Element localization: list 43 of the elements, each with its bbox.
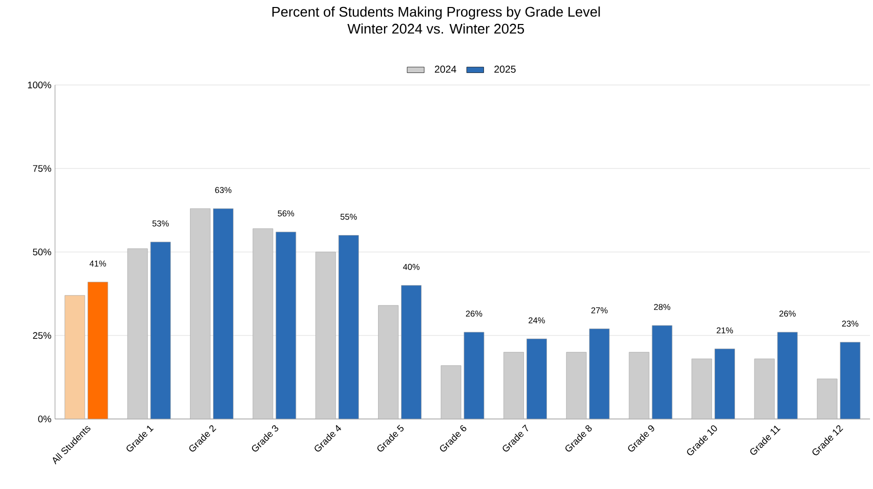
bar (338, 235, 359, 420)
data-label: 41% (90, 260, 106, 267)
bar (88, 282, 108, 420)
bar (64, 295, 86, 420)
y-tick-label: 0% (38, 416, 52, 422)
y-tick-label: 100% (28, 82, 52, 88)
data-label: 26% (466, 310, 482, 317)
bar (652, 325, 672, 420)
y-tick-label: 75% (33, 165, 52, 172)
bar (692, 358, 712, 420)
bar (401, 285, 422, 420)
data-label: 26% (779, 310, 796, 317)
data-label: 24% (528, 317, 545, 324)
data-label: 55% (340, 214, 357, 220)
legend-label: 2025 (494, 66, 516, 73)
bar (777, 332, 798, 420)
data-label: 56% (278, 210, 294, 216)
bar (504, 352, 524, 420)
bar (816, 378, 838, 420)
bar (464, 332, 484, 420)
data-label: 40% (403, 264, 420, 270)
bar (754, 358, 775, 420)
bar (150, 242, 171, 420)
y-tick-label: 50% (32, 248, 52, 256)
bar (276, 232, 296, 420)
chart-subtitle: Winter 2024 vs. Winter 2025 (347, 23, 524, 34)
chart-title: Percent of Students Making Progress by Grade Level (272, 6, 600, 20)
bar (840, 342, 860, 420)
data-label: 28% (654, 304, 670, 310)
data-label: 23% (842, 320, 858, 327)
data-label: 53% (152, 220, 169, 226)
bar (440, 365, 462, 420)
y-tick-label: 25% (33, 332, 52, 339)
bar (714, 348, 735, 420)
data-label: 63% (215, 187, 232, 194)
bar (628, 352, 650, 420)
bar (213, 208, 234, 420)
bar (526, 338, 547, 420)
data-label: 27% (591, 307, 608, 314)
data-label: 21% (716, 327, 733, 334)
bar (566, 352, 587, 420)
legend-label: 2024 (434, 66, 456, 73)
bar (589, 328, 610, 420)
